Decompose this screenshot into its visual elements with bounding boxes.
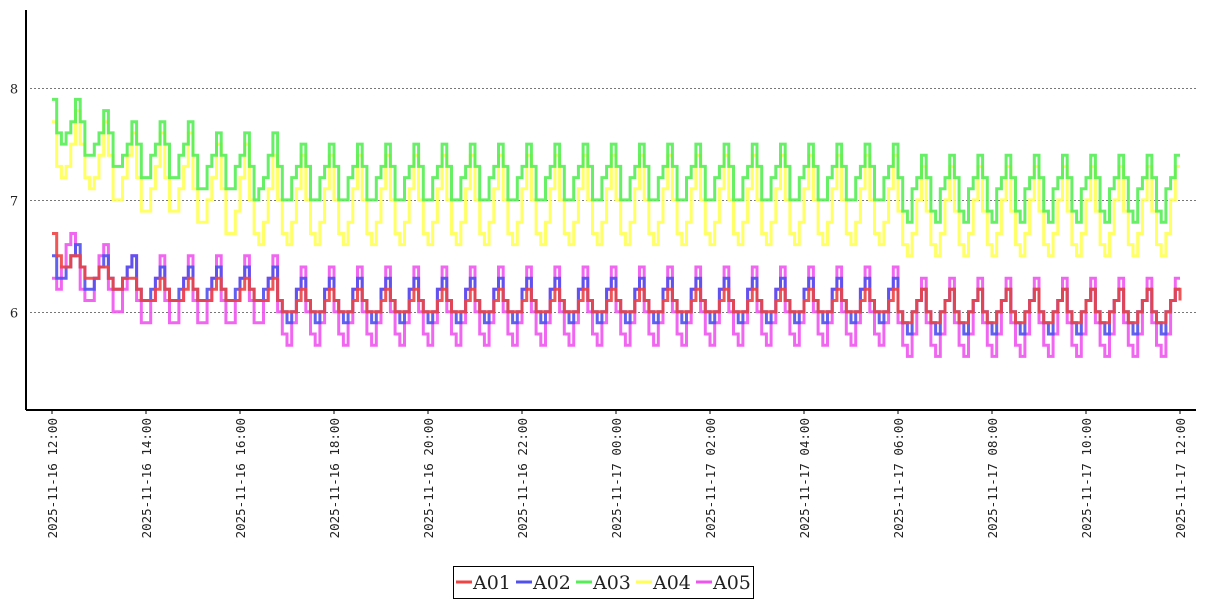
legend-label-a01: A01 — [472, 572, 511, 594]
series-line-a04 — [52, 109, 1180, 258]
x-tick-label: 2025-11-16 16:00 — [233, 418, 248, 538]
x-tick-label: 2025-11-16 12:00 — [45, 418, 60, 538]
legend-label-a04: A04 — [652, 572, 691, 594]
y-tick-labels: 6 7 8 — [10, 83, 18, 322]
legend-label-a05: A05 — [712, 572, 751, 594]
legend: A01 A02 A03 A04 A05 — [453, 566, 754, 599]
x-tick-label: 2025-11-16 14:00 — [139, 418, 154, 538]
series-line-a01 — [52, 232, 1182, 325]
legend-label-a03: A03 — [592, 572, 631, 594]
series-line-a05 — [52, 232, 1180, 358]
y-tick-label: 8 — [10, 83, 18, 98]
x-tick-label: 2025-11-17 08:00 — [985, 418, 1000, 538]
y-tick-label: 7 — [10, 195, 18, 210]
legend-label-a02: A02 — [532, 572, 571, 594]
x-tick-label: 2025-11-17 04:00 — [797, 418, 812, 538]
x-tick-label: 2025-11-17 12:00 — [1173, 418, 1188, 538]
x-tick-label: 2025-11-17 02:00 — [703, 418, 718, 538]
x-tick-labels: 2025-11-16 12:00 2025-11-16 14:00 2025-11-… — [45, 410, 1188, 538]
series-lines — [52, 97, 1182, 358]
x-tick-label: 2025-11-17 06:00 — [891, 418, 906, 538]
series-line-a03 — [52, 97, 1180, 224]
x-tick-label: 2025-11-16 18:00 — [327, 418, 342, 538]
x-tick-label: 2025-11-16 22:00 — [515, 418, 530, 538]
x-tick-label: 2025-11-17 00:00 — [609, 418, 624, 538]
x-tick-label: 2025-11-17 10:00 — [1079, 418, 1094, 538]
x-tick-label: 2025-11-16 20:00 — [421, 418, 436, 538]
y-tick-label: 6 — [10, 307, 18, 322]
